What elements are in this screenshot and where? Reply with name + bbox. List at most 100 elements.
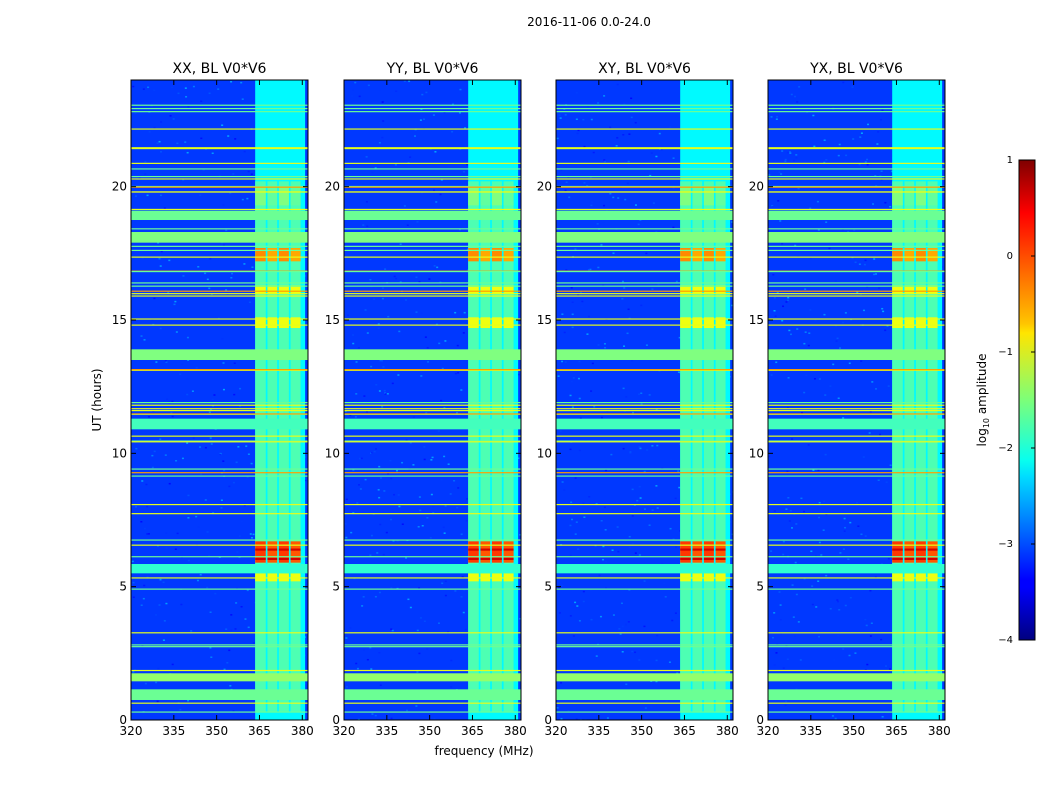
noise-pixel bbox=[877, 479, 880, 482]
rfi-line bbox=[344, 475, 521, 477]
noise-pixel bbox=[380, 359, 383, 362]
rfi-patch bbox=[692, 573, 703, 582]
bright-region bbox=[680, 541, 691, 563]
noise-pixel bbox=[238, 405, 241, 407]
noise-pixel bbox=[586, 105, 589, 108]
noise-pixel bbox=[416, 221, 419, 223]
noise-pixel bbox=[778, 171, 781, 174]
bright-region bbox=[715, 248, 726, 262]
noise-pixel bbox=[672, 226, 675, 229]
x-tick-label: 335 bbox=[375, 724, 398, 738]
bright-region bbox=[703, 248, 714, 262]
noise-pixel bbox=[860, 533, 863, 536]
rfi-line bbox=[131, 245, 308, 247]
noise-pixel bbox=[425, 412, 428, 414]
rfi-line bbox=[556, 539, 733, 541]
noise-pixel bbox=[378, 496, 381, 499]
noise-pixel bbox=[561, 481, 564, 483]
noise-pixel bbox=[864, 535, 867, 537]
noise-pixel bbox=[773, 612, 776, 614]
noise-pixel bbox=[395, 90, 398, 93]
noise-pixel bbox=[627, 621, 630, 623]
noise-pixel bbox=[565, 181, 568, 183]
noise-pixel bbox=[517, 638, 520, 640]
burst-stripe bbox=[255, 548, 266, 551]
noise-pixel bbox=[804, 331, 807, 333]
noise-pixel bbox=[387, 472, 390, 475]
noise-pixel bbox=[590, 118, 593, 121]
noise-pixel bbox=[433, 189, 436, 192]
rfi-line bbox=[344, 168, 521, 170]
noise-pixel bbox=[832, 391, 835, 394]
noise-pixel bbox=[369, 646, 372, 649]
noise-pixel bbox=[770, 116, 773, 118]
noise-pixel bbox=[606, 717, 609, 719]
rfi-line bbox=[344, 539, 521, 541]
noise-pixel bbox=[882, 310, 885, 313]
noise-pixel bbox=[355, 393, 358, 395]
rfi-line bbox=[768, 413, 945, 415]
noise-pixel bbox=[376, 572, 379, 575]
panel-xy: XY, BL V0*V6 320 335 350 365 380 0 5 10 15 20 bbox=[537, 61, 739, 738]
noise-pixel bbox=[804, 288, 807, 290]
rfi-line bbox=[556, 111, 733, 113]
noise-pixel bbox=[646, 449, 649, 451]
noise-pixel bbox=[867, 123, 870, 126]
rfi-subband bbox=[927, 181, 938, 713]
noise-pixel bbox=[240, 81, 243, 84]
rfi-line bbox=[131, 168, 308, 170]
noise-pixel bbox=[575, 521, 578, 523]
noise-pixel bbox=[570, 287, 573, 289]
noise-pixel bbox=[943, 163, 945, 166]
noise-pixel bbox=[875, 273, 878, 275]
rfi-horizontal-band bbox=[768, 232, 945, 243]
rfi-line bbox=[131, 702, 308, 704]
rfi-patch bbox=[480, 573, 491, 582]
rfi-line bbox=[556, 577, 733, 579]
noise-pixel bbox=[381, 136, 384, 139]
rfi-line bbox=[131, 435, 308, 437]
noise-pixel bbox=[206, 586, 209, 589]
rfi-line bbox=[768, 186, 945, 188]
noise-pixel bbox=[842, 648, 845, 650]
noise-pixel bbox=[639, 447, 642, 450]
noise-pixel bbox=[367, 84, 370, 87]
noise-pixel bbox=[848, 362, 851, 365]
noise-pixel bbox=[187, 106, 190, 108]
noise-pixel bbox=[628, 133, 631, 135]
rfi-line bbox=[768, 435, 945, 437]
x-tick-label: 335 bbox=[162, 724, 185, 738]
burst-stripe bbox=[480, 548, 491, 551]
noise-pixel bbox=[144, 173, 147, 175]
noise-pixel bbox=[570, 518, 573, 521]
noise-pixel bbox=[631, 488, 634, 491]
noise-pixel bbox=[160, 250, 163, 253]
noise-pixel bbox=[856, 502, 859, 504]
burst-stripe bbox=[290, 557, 301, 560]
noise-pixel bbox=[171, 400, 174, 403]
burst-stripe bbox=[290, 548, 301, 551]
rfi-line bbox=[344, 408, 521, 410]
noise-pixel bbox=[159, 327, 162, 330]
y-tick-label: 20 bbox=[749, 180, 764, 194]
rfi-line bbox=[768, 588, 945, 590]
rfi-line bbox=[131, 318, 308, 320]
noise-pixel bbox=[811, 603, 814, 606]
rfi-horizontal-band bbox=[344, 210, 521, 220]
noise-pixel bbox=[581, 305, 584, 308]
noise-pixel bbox=[175, 460, 178, 462]
noise-pixel bbox=[807, 444, 810, 446]
noise-pixel bbox=[156, 142, 159, 144]
noise-pixel bbox=[423, 620, 426, 623]
noise-pixel bbox=[818, 378, 821, 380]
noise-pixel bbox=[190, 630, 193, 632]
noise-pixel bbox=[560, 682, 563, 684]
noise-pixel bbox=[134, 195, 137, 197]
noise-pixel bbox=[399, 281, 402, 283]
noise-pixel bbox=[672, 538, 675, 540]
rfi-patch bbox=[278, 317, 289, 328]
noise-pixel bbox=[872, 203, 875, 205]
rfi-horizontal-band bbox=[344, 689, 521, 700]
rfi-patch bbox=[715, 573, 726, 582]
noise-pixel bbox=[803, 510, 806, 513]
